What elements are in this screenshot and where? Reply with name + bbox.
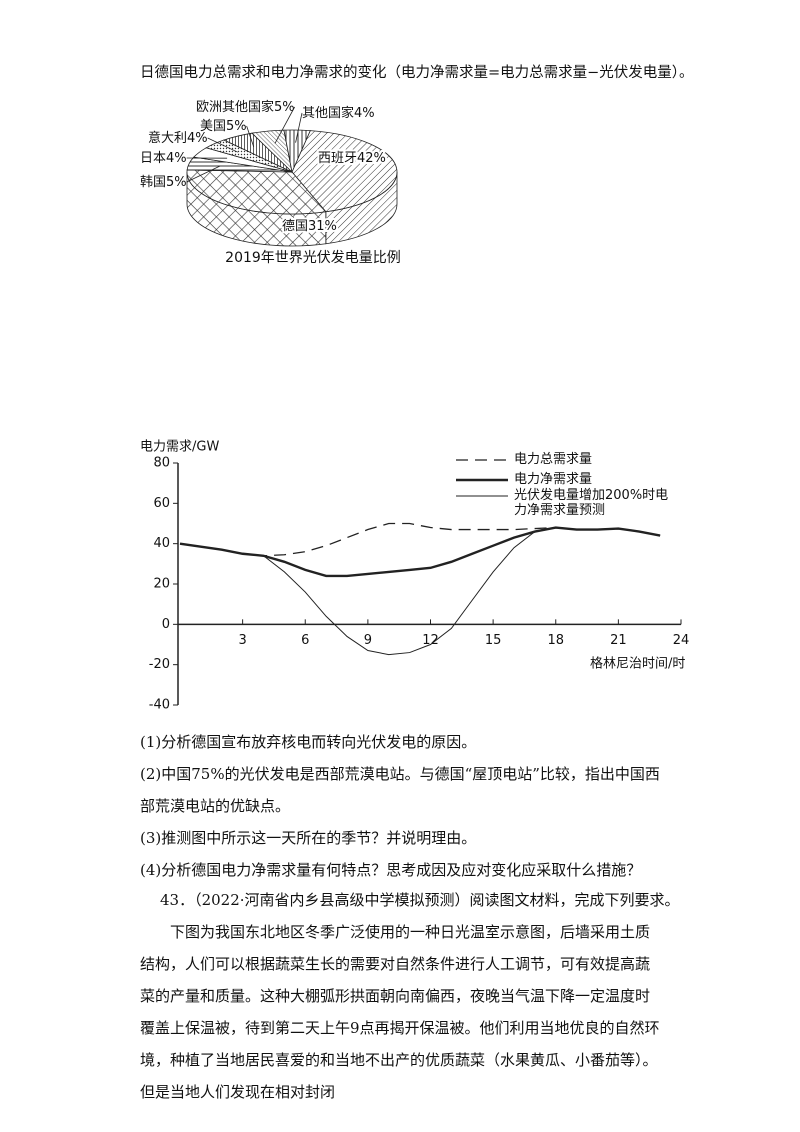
- pie-slice: [283, 129, 311, 174]
- x-tick-label: 24: [673, 633, 690, 648]
- y-tick-label: 20: [153, 577, 170, 592]
- pie-label: 欧洲其他国家5%: [196, 99, 295, 115]
- pie-label-category: 韩国: [140, 175, 166, 190]
- pie-label-category: 意大利: [148, 130, 187, 146]
- pie-label-value: 31%: [308, 219, 337, 234]
- legend-label: 光伏发电量增加200%时电力净需求量预测: [514, 488, 669, 518]
- question-heading: 43．（2022·河南省内乡县高级中学模拟预测）阅读图文材料，完成下列要求。: [160, 891, 680, 909]
- paragraph: 下图为我国东北地区冬季广泛使用的一种日光温室示意图，后墙采用土质结构，人们可以根…: [140, 923, 660, 1101]
- pie-leader: [207, 137, 238, 153]
- y-tick-label: 80: [153, 456, 170, 471]
- pie-leader: [274, 106, 295, 144]
- pie-leader: [186, 165, 221, 183]
- pie-label-value: 4%: [187, 131, 208, 146]
- pie-label: 日本4%: [140, 151, 187, 166]
- pie-label-value: 5%: [226, 119, 247, 134]
- series-line: [179, 527, 661, 656]
- pie-label-value: 4%: [354, 106, 375, 121]
- legend-label: 电力净需求量: [514, 472, 593, 487]
- pie-label: 美国5%: [200, 119, 247, 134]
- pie-label-category: 西班牙: [318, 151, 357, 166]
- x-tick-label: 3: [238, 633, 246, 648]
- y-tick-label: -40: [149, 698, 170, 713]
- pie-label-value: 5%: [274, 100, 295, 115]
- x-tick-label: 18: [547, 633, 564, 648]
- x-tick-label: 9: [364, 633, 372, 648]
- y-tick-label: -20: [149, 657, 170, 672]
- x-axis-label: 格林尼治时间/时: [590, 656, 685, 672]
- y-axis-label: 电力需求/GW: [140, 440, 219, 455]
- x-tick-label: 6: [301, 633, 309, 648]
- series-line: [179, 522, 661, 557]
- question: (4)分析德国电力净需求量有何特点？思考成因及应对变化应采取什么措施？: [140, 861, 642, 879]
- pie-label: 意大利4%: [148, 130, 208, 146]
- pie-label-category: 其他国家: [302, 105, 354, 121]
- x-tick-label: 21: [610, 633, 627, 648]
- intro-text: 日德国电力总需求和电力净需求的变化（电力净需求量=电力总需求量−光伏发电量）。: [140, 65, 694, 81]
- x-tick-label: 15: [485, 633, 502, 648]
- pie-label: 其他国家4%: [302, 105, 375, 121]
- pie-leader: [246, 125, 255, 148]
- legend-label: 电力总需求量: [514, 452, 593, 467]
- pie-title: 2019年世界光伏发电量比例: [225, 250, 401, 266]
- series-line: [179, 526, 661, 578]
- pie-label: 西班牙42%: [318, 151, 386, 166]
- pie-label: 韩国5%: [140, 175, 187, 190]
- pie-slice: [186, 169, 327, 215]
- question: (3)推测图中所示这一天所在的季节？并说明理由。: [140, 829, 477, 847]
- pie-label-category: 日本: [140, 151, 166, 166]
- pie-label-value: 5%: [166, 175, 187, 190]
- pie-label: 德国31%: [282, 219, 337, 234]
- pie-label-category: 欧洲其他国家: [196, 99, 274, 115]
- pie-slice: [291, 130, 398, 213]
- pie-leader: [295, 112, 303, 143]
- pie-label-category: 美国: [200, 119, 226, 134]
- y-tick-label: 40: [153, 536, 170, 551]
- y-tick-label: 0: [162, 617, 170, 632]
- x-tick-label: 12: [422, 633, 439, 648]
- question: (2)中国75%的光伏发电是西部荒漠电站。与德国“屋顶电站”比较，指出中国西部荒…: [140, 765, 660, 815]
- y-tick-label: 60: [153, 496, 170, 511]
- question: (1)分析德国宣布放弃核电而转向光伏发电的原因。: [140, 733, 477, 751]
- pie-label-value: 4%: [166, 151, 187, 166]
- pie-label-category: 德国: [282, 219, 308, 234]
- pie-label-value: 42%: [357, 151, 386, 166]
